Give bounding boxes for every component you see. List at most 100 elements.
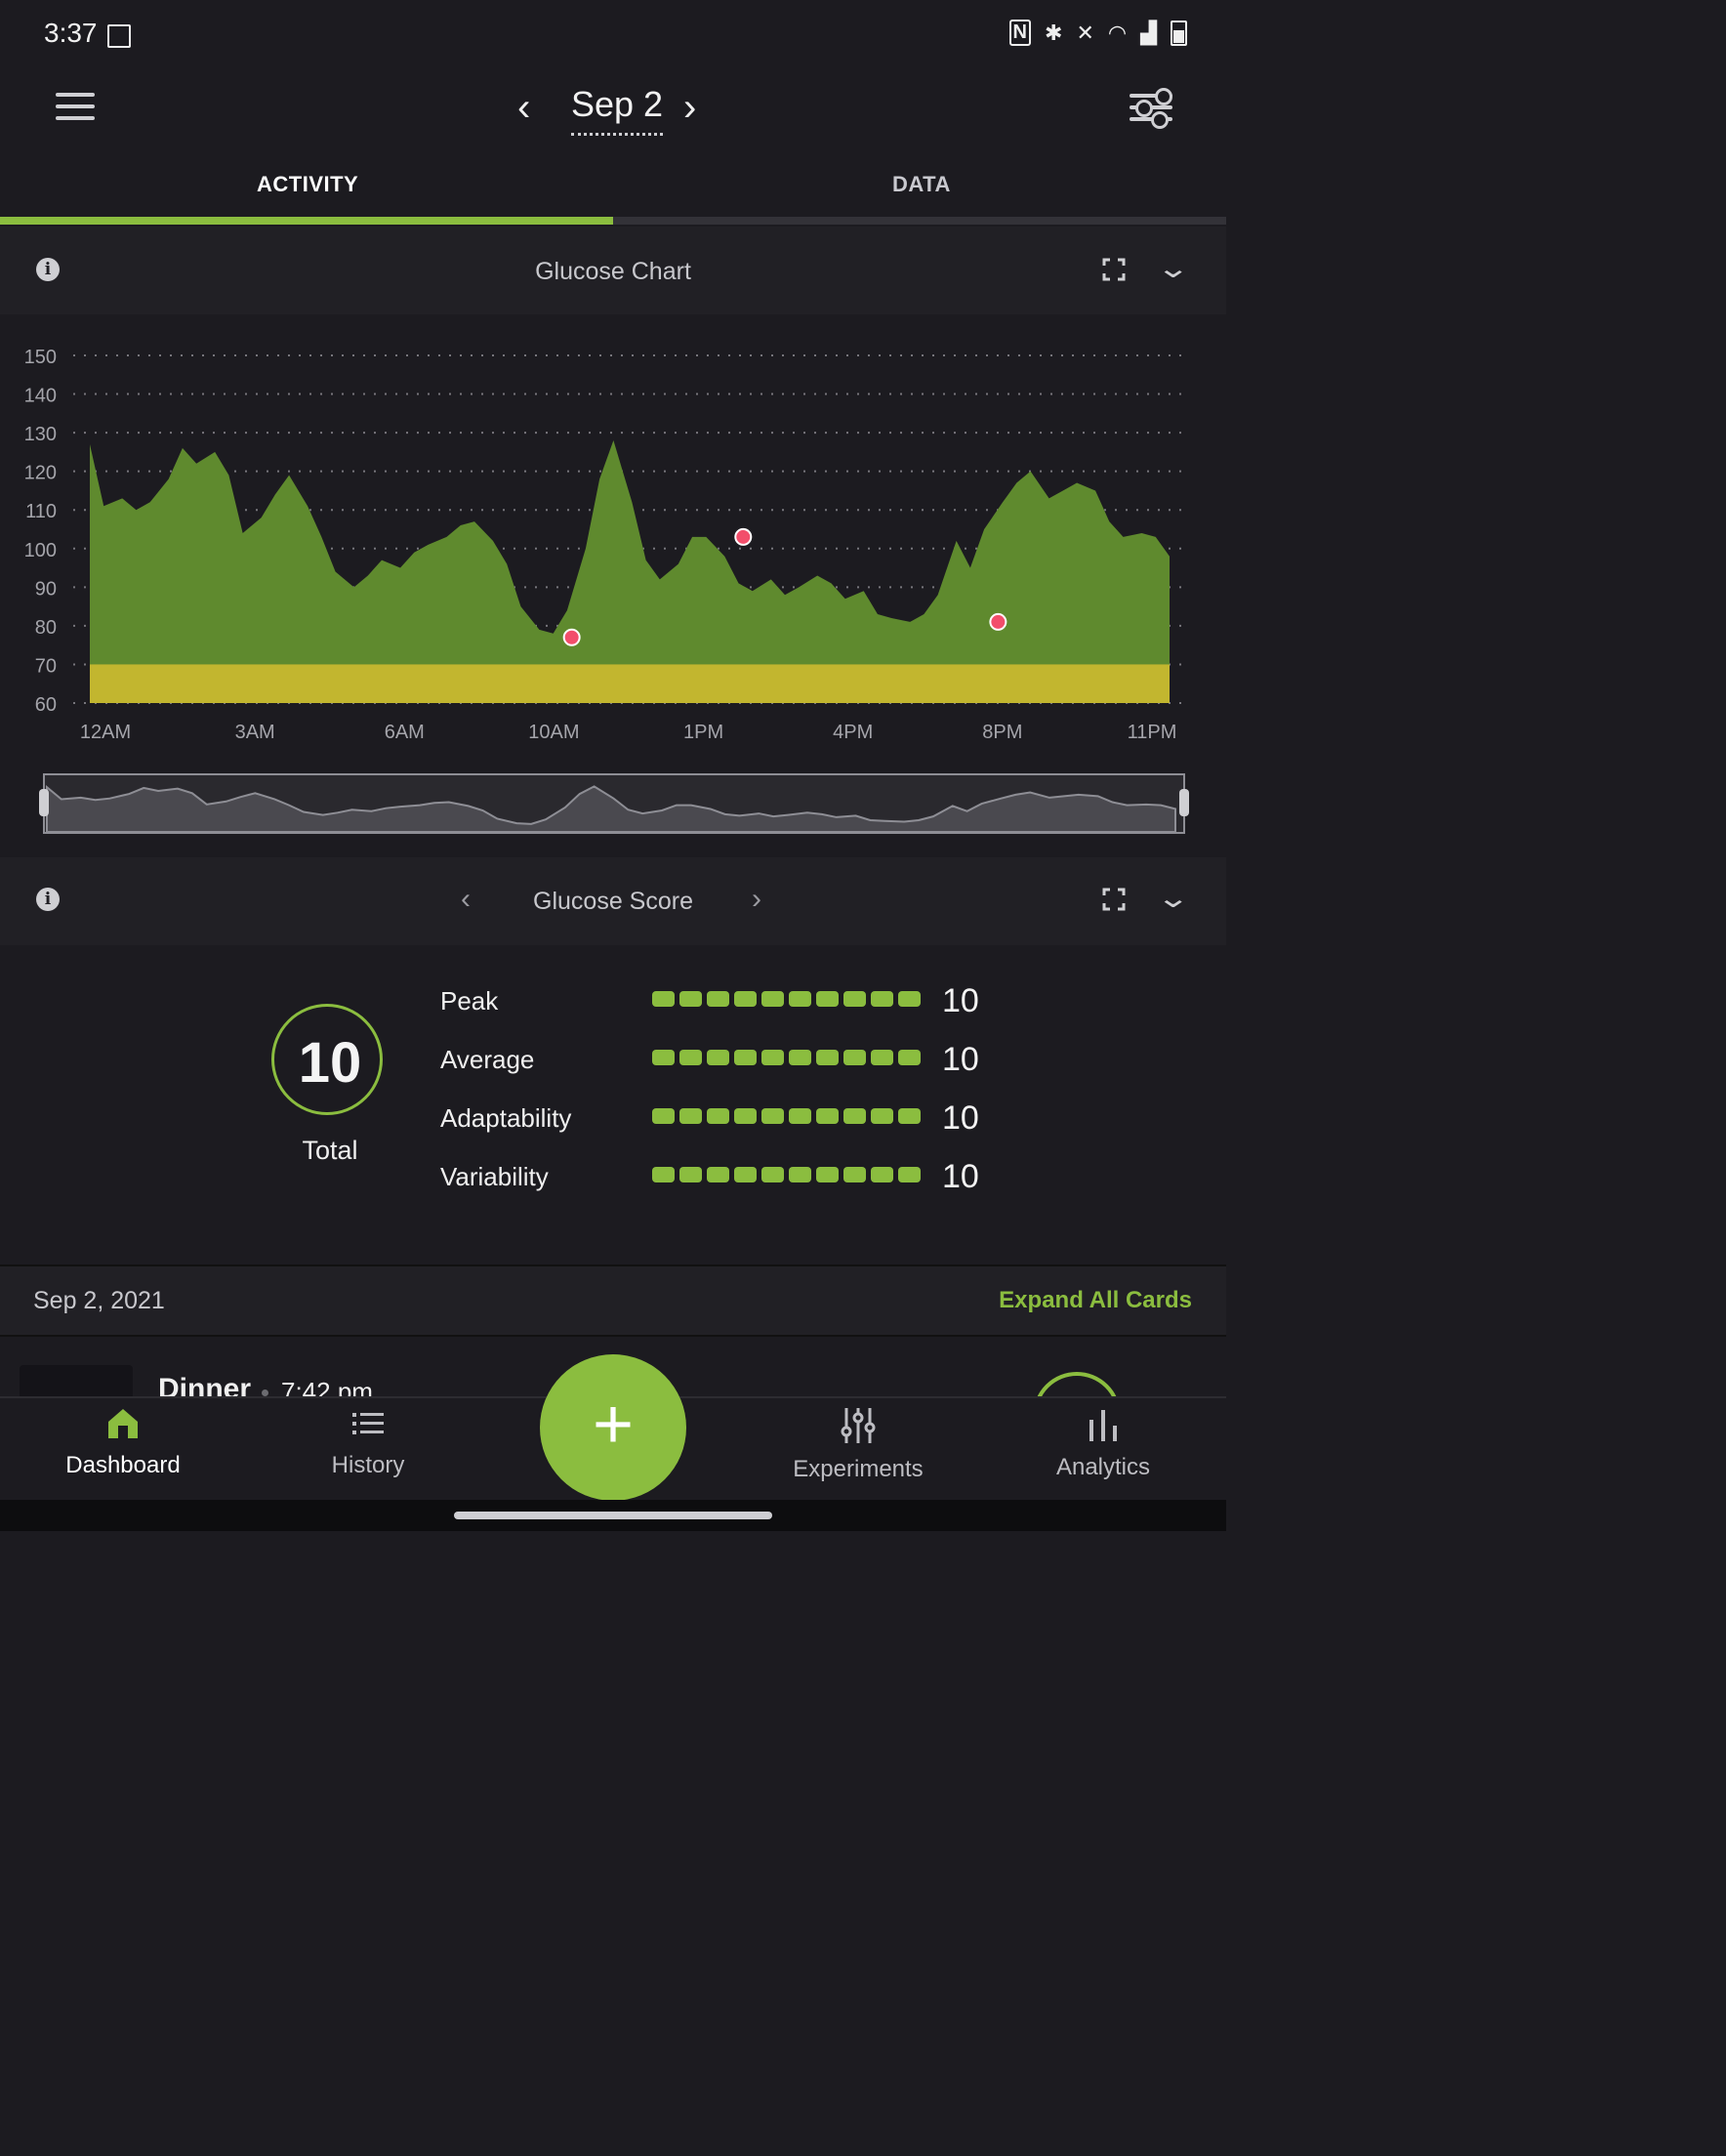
score-segment bbox=[652, 1108, 675, 1124]
score-segment bbox=[898, 1108, 921, 1124]
score-segment bbox=[816, 1167, 839, 1182]
x-tick-label: 1PM bbox=[683, 722, 723, 743]
y-tick-label: 120 bbox=[24, 463, 57, 484]
collapse-chevron-icon[interactable]: ⌄ bbox=[1156, 883, 1191, 913]
score-segment bbox=[871, 1050, 893, 1065]
glucose-chart-title: Glucose Chart bbox=[535, 258, 691, 285]
score-segment bbox=[871, 1167, 893, 1182]
navigator-right-handle[interactable] bbox=[1179, 789, 1189, 816]
score-segment bbox=[761, 991, 784, 1007]
previous-day-button[interactable]: ‹ bbox=[517, 86, 531, 129]
score-segment bbox=[734, 1050, 757, 1065]
wifi-icon: ◠ bbox=[1107, 20, 1128, 45]
meal-marker bbox=[989, 612, 1007, 631]
score-segment bbox=[789, 991, 811, 1007]
glucose-chart[interactable]: 150 140 130 120 110 100 90 80 70 60 12AM 3AM 6AM 10AM… bbox=[0, 314, 1226, 773]
metric-label-adaptability: Adaptability bbox=[440, 1103, 572, 1133]
score-segment bbox=[761, 1050, 784, 1065]
expand-all-cards-button[interactable]: Expand All Cards bbox=[999, 1287, 1192, 1313]
target-range-band bbox=[90, 664, 1170, 703]
bar-chart-icon bbox=[1089, 1410, 1117, 1441]
score-segment bbox=[734, 1108, 757, 1124]
y-tick-label: 80 bbox=[35, 617, 57, 639]
next-day-button[interactable]: › bbox=[683, 86, 697, 129]
metric-bar-adaptability bbox=[652, 1108, 921, 1124]
score-segment bbox=[652, 1167, 675, 1182]
y-tick-label: 100 bbox=[24, 540, 57, 561]
score-segment bbox=[843, 1050, 866, 1065]
mute-icon: ✕ bbox=[1076, 20, 1094, 45]
home-icon bbox=[108, 1409, 138, 1438]
fullscreen-icon[interactable] bbox=[1102, 888, 1126, 911]
x-tick-label: 8PM bbox=[982, 722, 1022, 743]
x-tick-label: 11PM bbox=[1128, 722, 1177, 743]
nav-label-experiments: Experiments bbox=[793, 1456, 924, 1482]
tab-track bbox=[0, 217, 1226, 225]
fullscreen-icon[interactable] bbox=[1102, 258, 1126, 281]
filter-settings-icon[interactable] bbox=[1130, 88, 1172, 129]
battery-icon bbox=[1171, 20, 1187, 46]
score-segment bbox=[871, 1108, 893, 1124]
score-segment bbox=[679, 1050, 702, 1065]
score-segment bbox=[707, 991, 729, 1007]
score-next-chevron-icon[interactable]: › bbox=[752, 883, 761, 915]
home-indicator[interactable] bbox=[454, 1512, 772, 1519]
nav-history[interactable]: History bbox=[285, 1406, 451, 1479]
signal-icon: ▟ bbox=[1140, 20, 1157, 45]
info-icon[interactable]: i bbox=[36, 258, 60, 281]
x-tick-label: 12AM bbox=[80, 722, 131, 743]
glucose-area bbox=[90, 440, 1170, 703]
score-segment bbox=[898, 991, 921, 1007]
score-segment bbox=[789, 1167, 811, 1182]
score-segment bbox=[843, 991, 866, 1007]
image-icon bbox=[107, 24, 131, 48]
tab-activity[interactable]: ACTIVITY bbox=[257, 172, 359, 196]
navigator-left-handle[interactable] bbox=[39, 789, 49, 816]
tab-active-indicator bbox=[0, 217, 613, 225]
status-icons: N ✱ ✕ ◠ ▟ bbox=[1008, 20, 1187, 46]
score-segment bbox=[761, 1167, 784, 1182]
total-score-value: 10 bbox=[298, 1031, 362, 1095]
nav-label-dashboard: Dashboard bbox=[65, 1452, 181, 1478]
nav-label-history: History bbox=[331, 1452, 405, 1478]
y-tick-label: 130 bbox=[24, 424, 57, 445]
metric-label-average: Average bbox=[440, 1045, 535, 1074]
glucose-score-title: Glucose Score bbox=[533, 888, 693, 915]
info-icon[interactable]: i bbox=[36, 888, 60, 911]
bluetooth-icon: ✱ bbox=[1045, 20, 1063, 45]
date-selector[interactable]: Sep 2 bbox=[571, 84, 664, 136]
x-tick-label: 3AM bbox=[235, 722, 275, 743]
sliders-icon bbox=[841, 1408, 876, 1443]
nfc-icon: N bbox=[1008, 20, 1031, 46]
tab-data[interactable]: DATA bbox=[892, 172, 951, 196]
score-segment bbox=[652, 1050, 675, 1065]
score-segment bbox=[707, 1167, 729, 1182]
y-tick-label: 60 bbox=[35, 694, 57, 716]
score-segment bbox=[871, 991, 893, 1007]
menu-icon[interactable] bbox=[56, 93, 95, 122]
status-time: 3:37 bbox=[44, 18, 98, 48]
metric-value-peak: 10 bbox=[942, 982, 979, 1019]
x-tick-label: 4PM bbox=[833, 722, 873, 743]
list-icon bbox=[352, 1413, 384, 1434]
nav-dashboard[interactable]: Dashboard bbox=[40, 1406, 206, 1479]
score-segment bbox=[652, 991, 675, 1007]
add-entry-button[interactable]: + bbox=[540, 1354, 686, 1501]
score-segment bbox=[816, 1050, 839, 1065]
separator-dot bbox=[262, 1389, 268, 1396]
score-segment bbox=[789, 1108, 811, 1124]
score-segment bbox=[843, 1167, 866, 1182]
score-prev-chevron-icon[interactable]: ‹ bbox=[461, 883, 471, 915]
score-segment bbox=[816, 1108, 839, 1124]
metric-value-average: 10 bbox=[942, 1041, 979, 1078]
glucose-chart-header bbox=[0, 227, 1226, 316]
score-segment bbox=[898, 1167, 921, 1182]
score-segment bbox=[843, 1108, 866, 1124]
score-segment bbox=[679, 1167, 702, 1182]
score-segment bbox=[679, 1108, 702, 1124]
x-tick-label: 6AM bbox=[385, 722, 425, 743]
nav-analytics[interactable]: Analytics bbox=[1020, 1406, 1186, 1481]
nav-experiments[interactable]: Experiments bbox=[775, 1406, 941, 1483]
metric-label-peak: Peak bbox=[440, 986, 499, 1016]
collapse-chevron-icon[interactable]: ⌄ bbox=[1156, 253, 1191, 283]
